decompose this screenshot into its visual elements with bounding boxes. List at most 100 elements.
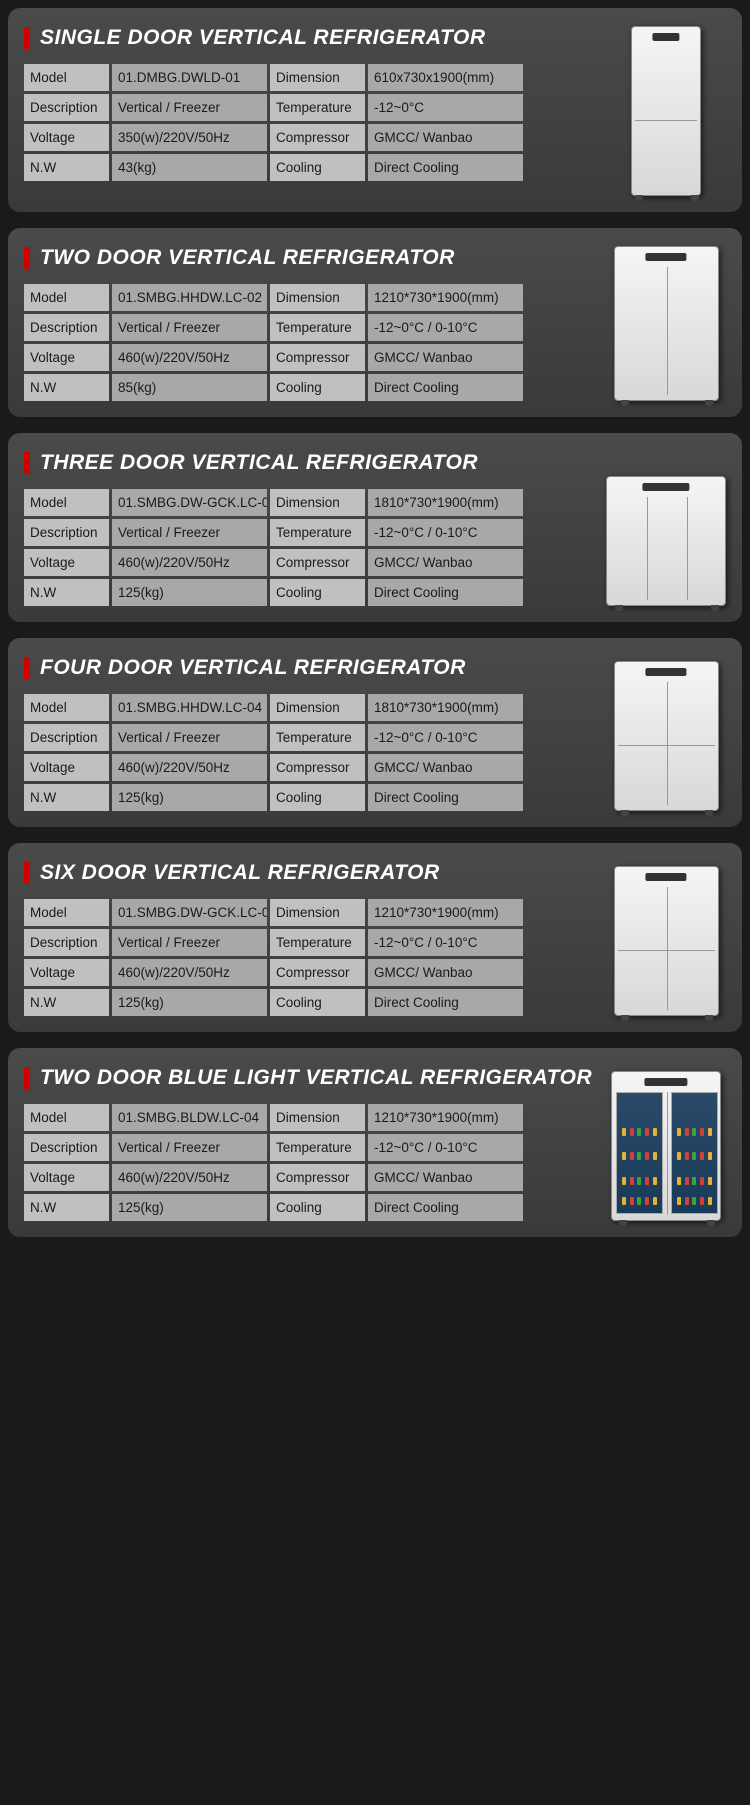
spec-value-compressor: GMCC/ Wanbao: [368, 959, 523, 986]
spec-label-model: Model: [24, 694, 109, 721]
spec-value-description: Vertical / Freezer: [112, 94, 267, 121]
spec-label-description: Description: [24, 94, 109, 121]
accent-bar: [24, 657, 30, 679]
product-title: THREE DOOR VERTICAL REFRIGERATOR: [40, 451, 478, 475]
spec-label-cooling: Cooling: [270, 579, 365, 606]
spec-table: Model01.SMBG.BLDW.LC-04Dimension1210*730…: [24, 1104, 596, 1221]
spec-label-description: Description: [24, 519, 109, 546]
spec-value-temperature: -12~0°C / 0-10°C: [368, 1134, 523, 1161]
spec-table: Model01.SMBG.HHDW.LC-02Dimension1210*730…: [24, 284, 596, 401]
product-card: SIX DOOR VERTICAL REFRIGERATOR Model01.SM…: [8, 843, 742, 1032]
spec-label-temperature: Temperature: [270, 519, 365, 546]
spec-value-temperature: -12~0°C / 0-10°C: [368, 929, 523, 956]
spec-value-voltage: 350(w)/220V/50Hz: [112, 124, 267, 151]
spec-label-dimension: Dimension: [270, 64, 365, 91]
product-title: FOUR DOOR VERTICAL REFRIGERATOR: [40, 656, 466, 680]
product-title: SINGLE DOOR VERTICAL REFRIGERATOR: [40, 26, 485, 50]
spec-label-voltage: Voltage: [24, 344, 109, 371]
spec-value-voltage: 460(w)/220V/50Hz: [112, 959, 267, 986]
spec-value-model: 01.SMBG.BLDW.LC-04: [112, 1104, 267, 1131]
product-card: TWO DOOR BLUE LIGHT VERTICAL REFRIGERATO…: [8, 1048, 742, 1237]
spec-label-nw: N.W: [24, 784, 109, 811]
spec-value-model: 01.SMBG.DW-GCK.LC-06: [112, 899, 267, 926]
accent-bar: [24, 862, 30, 884]
spec-label-voltage: Voltage: [24, 754, 109, 781]
spec-label-temperature: Temperature: [270, 1134, 365, 1161]
spec-label-description: Description: [24, 724, 109, 751]
spec-value-cooling: Direct Cooling: [368, 374, 523, 401]
spec-label-model: Model: [24, 64, 109, 91]
spec-label-cooling: Cooling: [270, 154, 365, 181]
spec-value-compressor: GMCC/ Wanbao: [368, 549, 523, 576]
accent-bar: [24, 452, 30, 474]
spec-label-temperature: Temperature: [270, 724, 365, 751]
spec-value-temperature: -12~0°C / 0-10°C: [368, 724, 523, 751]
spec-label-cooling: Cooling: [270, 989, 365, 1016]
spec-value-description: Vertical / Freezer: [112, 724, 267, 751]
spec-value-nw: 125(kg): [112, 989, 267, 1016]
spec-label-temperature: Temperature: [270, 929, 365, 956]
spec-label-voltage: Voltage: [24, 549, 109, 576]
spec-label-description: Description: [24, 1134, 109, 1161]
spec-value-nw: 125(kg): [112, 1194, 267, 1221]
spec-value-description: Vertical / Freezer: [112, 314, 267, 341]
product-card: SINGLE DOOR VERTICAL REFRIGERATOR Model01…: [8, 8, 742, 212]
spec-value-compressor: GMCC/ Wanbao: [368, 754, 523, 781]
spec-label-compressor: Compressor: [270, 549, 365, 576]
spec-label-compressor: Compressor: [270, 754, 365, 781]
spec-label-nw: N.W: [24, 1194, 109, 1221]
spec-label-compressor: Compressor: [270, 344, 365, 371]
spec-value-temperature: -12~0°C / 0-10°C: [368, 519, 523, 546]
accent-bar: [24, 27, 30, 49]
spec-label-voltage: Voltage: [24, 1164, 109, 1191]
spec-label-nw: N.W: [24, 374, 109, 401]
product-image: [614, 661, 719, 811]
spec-label-temperature: Temperature: [270, 314, 365, 341]
product-image: [614, 246, 719, 401]
spec-value-cooling: Direct Cooling: [368, 579, 523, 606]
spec-value-dimension: 1810*730*1900(mm): [368, 694, 523, 721]
spec-value-voltage: 460(w)/220V/50Hz: [112, 1164, 267, 1191]
product-title: TWO DOOR BLUE LIGHT VERTICAL REFRIGERATO…: [40, 1066, 592, 1090]
product-image: [614, 866, 719, 1016]
spec-label-dimension: Dimension: [270, 1104, 365, 1131]
spec-label-description: Description: [24, 314, 109, 341]
spec-label-compressor: Compressor: [270, 1164, 365, 1191]
spec-label-nw: N.W: [24, 154, 109, 181]
spec-value-temperature: -12~0°C: [368, 94, 523, 121]
spec-value-temperature: -12~0°C / 0-10°C: [368, 314, 523, 341]
spec-label-dimension: Dimension: [270, 694, 365, 721]
spec-label-cooling: Cooling: [270, 374, 365, 401]
spec-value-model: 01.SMBG.HHDW.LC-04: [112, 694, 267, 721]
spec-label-compressor: Compressor: [270, 959, 365, 986]
spec-label-model: Model: [24, 284, 109, 311]
spec-value-voltage: 460(w)/220V/50Hz: [112, 344, 267, 371]
spec-table: Model01.SMBG.DW-GCK.LC-03Dimension1810*7…: [24, 489, 596, 606]
spec-label-temperature: Temperature: [270, 94, 365, 121]
spec-label-compressor: Compressor: [270, 124, 365, 151]
spec-value-description: Vertical / Freezer: [112, 929, 267, 956]
spec-label-nw: N.W: [24, 989, 109, 1016]
spec-value-dimension: 1210*730*1900(mm): [368, 1104, 523, 1131]
spec-value-description: Vertical / Freezer: [112, 1134, 267, 1161]
spec-value-compressor: GMCC/ Wanbao: [368, 124, 523, 151]
spec-table: Model01.SMBG.DW-GCK.LC-06Dimension1210*7…: [24, 899, 596, 1016]
spec-table: Model01.DMBG.DWLD-01Dimension610x730x190…: [24, 64, 596, 181]
spec-value-nw: 43(kg): [112, 154, 267, 181]
spec-value-cooling: Direct Cooling: [368, 1194, 523, 1221]
spec-value-cooling: Direct Cooling: [368, 989, 523, 1016]
product-image: [631, 26, 701, 196]
spec-value-cooling: Direct Cooling: [368, 784, 523, 811]
spec-label-nw: N.W: [24, 579, 109, 606]
spec-label-dimension: Dimension: [270, 284, 365, 311]
spec-label-voltage: Voltage: [24, 124, 109, 151]
accent-bar: [24, 1067, 30, 1089]
product-title: SIX DOOR VERTICAL REFRIGERATOR: [40, 861, 440, 885]
spec-value-dimension: 1210*730*1900(mm): [368, 284, 523, 311]
spec-label-model: Model: [24, 899, 109, 926]
spec-value-dimension: 610x730x1900(mm): [368, 64, 523, 91]
spec-value-voltage: 460(w)/220V/50Hz: [112, 549, 267, 576]
spec-value-cooling: Direct Cooling: [368, 154, 523, 181]
spec-label-description: Description: [24, 929, 109, 956]
spec-label-cooling: Cooling: [270, 784, 365, 811]
